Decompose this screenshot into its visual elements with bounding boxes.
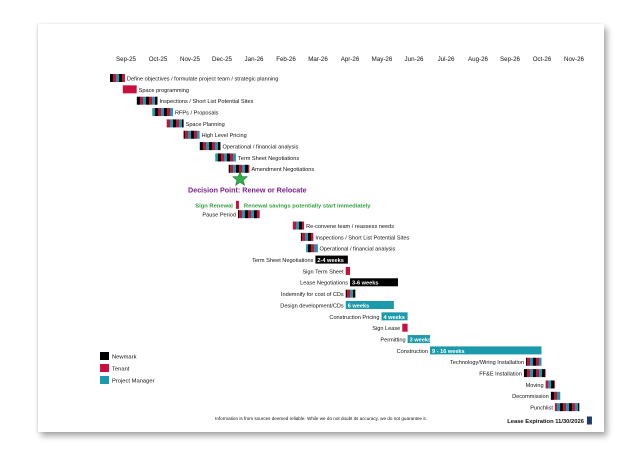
lease-expiration-marker [586, 416, 592, 425]
gantt-bar-punchlist [554, 403, 580, 412]
gantt-bar-re-convene-team-reassess-needs [292, 221, 305, 230]
decision-point-label: Decision Point: Renew or Relocate [188, 186, 307, 195]
gantt-chart: Sep-25 Oct-25 Nov-25 Dec-25 Jan-26 Feb-26 Mar-… [100, 56, 592, 425]
task-label: Decommission [512, 394, 549, 400]
bar-duration-label: 6 weeks [348, 303, 369, 309]
month-label: Aug-26 [468, 56, 489, 63]
gantt-bar-permitting [407, 335, 430, 344]
task-label: High Level Pricing [202, 133, 247, 139]
month-label: Dec-25 [212, 56, 233, 63]
bar-duration-label: 3-6 weeks [352, 281, 378, 287]
gantt-bar-technology-wiring-installation [526, 357, 542, 366]
gantt-bar-decommission [550, 391, 561, 400]
bar-duration-label: 2-4 weeks [317, 258, 343, 264]
month-label: May-26 [372, 56, 393, 63]
task-label: FF&E Installation [479, 372, 522, 378]
task-label: Sign Term Sheet [302, 269, 344, 275]
month-label: Sep-25 [116, 56, 137, 63]
gantt-bar-space-planning [166, 119, 184, 128]
gantt-bar-operational-financial-analysis [306, 244, 318, 253]
footer-disclaimer: Information is from sources deemed relia… [215, 416, 427, 421]
month-label: Jun-26 [405, 56, 424, 63]
gantt-bar-inspections-short-list-potential-sites [300, 232, 314, 241]
bar-duration-label: 4 weeks [383, 315, 404, 321]
gantt-bar-define-objectives-formulate-project-team-strategic-planning [110, 74, 125, 82]
gantt-bar-high-level-pricing [183, 130, 200, 139]
sign-renewal-label: Sign Renewal [195, 203, 233, 209]
gantt-bar-construction [430, 346, 542, 355]
task-label: Term Sheet Negotiations [252, 258, 313, 264]
gantt-bar-term-sheet-negotiations [215, 153, 236, 162]
gantt-bar-design-development-cds [345, 301, 394, 309]
task-label: Space programming [139, 88, 189, 94]
gantt-bar-construction-pricing [381, 312, 408, 321]
month-label: Sep-26 [500, 56, 521, 63]
gantt-bar-moving [545, 380, 555, 389]
task-label: Define objectives / formulate project te… [127, 76, 278, 82]
task-label: Design development/CDs [280, 303, 344, 309]
month-label: Mar-26 [308, 56, 328, 63]
task-label: Technology/Wiring Installation [450, 360, 524, 366]
task-label: Construction [397, 349, 428, 355]
task-label: Term Sheet Negotiations [238, 156, 299, 162]
task-label: Lease Negotiations [300, 281, 348, 287]
bar-duration-label: 9 - 16 weeks [432, 349, 465, 355]
task-label: Punchlist [530, 406, 553, 412]
gantt-bar-pause-period [238, 210, 260, 219]
gantt-bar-inspections-short-list-potential-sites [136, 96, 158, 105]
month-label: Jul-26 [438, 56, 455, 63]
task-label: Operational / financial analysis [319, 247, 395, 253]
task-label: Pause Period [202, 213, 236, 219]
gantt-bar-indemnify-for-cost-of-cds [345, 289, 356, 298]
bar-duration-label: 3 weeks [410, 337, 431, 343]
task-label: Amendment Negotiations [251, 167, 314, 173]
gantt-bar-amendment-negotiations [228, 164, 250, 173]
gantt-bar-term-sheet-negotiations [315, 255, 348, 264]
gantt-bar-lease-negotiations [350, 278, 398, 287]
legend-swatch-newmark [100, 352, 109, 360]
task-label: Construction Pricing [329, 315, 379, 321]
month-label: Nov-25 [180, 56, 201, 63]
month-label: Nov-26 [564, 56, 585, 63]
chart-sheet: Sep-25 Oct-25 Nov-25 Dec-25 Jan-26 Feb-26 Mar-… [38, 24, 604, 432]
gantt-bar-sign-term-sheet [345, 266, 350, 275]
task-label: Moving [526, 383, 544, 389]
month-label: Feb-26 [276, 56, 296, 63]
sign-renewal-bar [235, 200, 239, 209]
legend-label-newmark: Newmark [112, 355, 137, 361]
gantt-bar-space-programming [122, 85, 137, 94]
gantt-bar-operational-financial-analysis [199, 142, 221, 151]
gantt-bar-sign-lease [402, 323, 408, 332]
task-label: Re-convene team / reassess needs [306, 224, 394, 230]
task-label: Operational / financial analysis [222, 145, 298, 151]
task-label: Permitting [380, 337, 405, 343]
decision-star-icon [232, 170, 249, 186]
task-label: Inspections / Short List Potential Sites [159, 99, 253, 105]
gantt-bar-rfps-proposals [152, 108, 173, 117]
month-label: Apr-26 [341, 56, 360, 63]
lease-expiration-label: Lease Expiration 11/30/2026 [507, 419, 584, 425]
task-label: Sign Lease [372, 326, 400, 332]
month-label: Oct-26 [533, 56, 552, 63]
legend-label-project-manager: Project Manager [112, 379, 155, 385]
legend-label-tenant: Tenant [112, 367, 130, 373]
task-label: RFPs / Proposals [175, 110, 219, 116]
task-label: Indemnify for cost of CDs [281, 292, 344, 298]
gantt-bar-ff-e-installation [523, 369, 546, 378]
month-label: Oct-25 [149, 56, 168, 63]
task-label: Inspections / Short List Potential Sites [315, 235, 409, 241]
legend-swatch-tenant [100, 364, 109, 372]
renewal-note: Renewal savings potentially start immedi… [244, 203, 371, 209]
legend-swatch-project-manager [100, 376, 109, 384]
month-label: Jan-26 [245, 56, 264, 63]
task-label: Space Planning [186, 122, 225, 128]
